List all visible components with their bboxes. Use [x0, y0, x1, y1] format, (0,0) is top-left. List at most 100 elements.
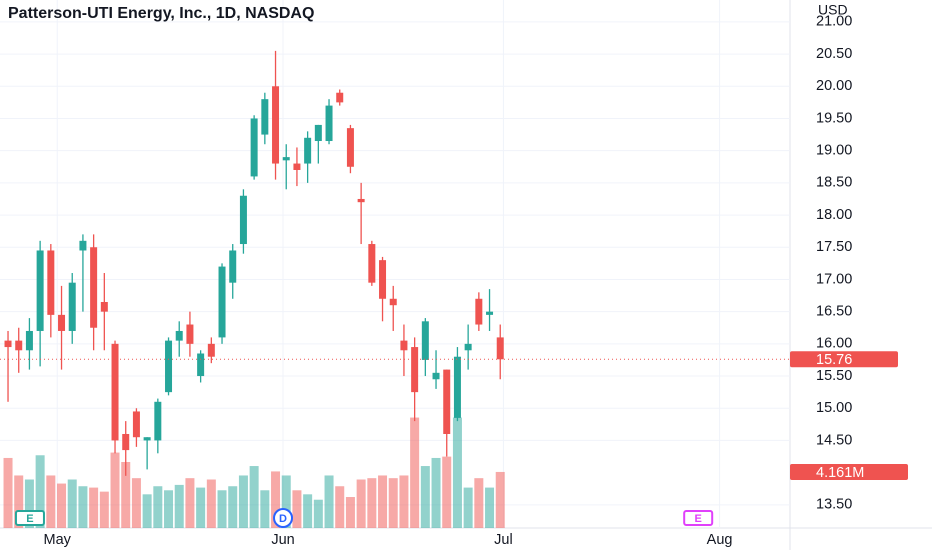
candle-body: [58, 314, 66, 331]
candle-body: [389, 298, 397, 306]
y-tick-label: 20.00: [816, 78, 852, 94]
volume-bar: [67, 479, 77, 528]
candle-body: [282, 157, 290, 161]
volume-bar: [292, 490, 302, 528]
event-label: E: [26, 513, 33, 525]
volume-bar: [485, 487, 495, 528]
volume-bar: [78, 486, 88, 528]
candle-body: [325, 105, 333, 142]
candle-body: [90, 247, 98, 328]
candle-body: [357, 198, 365, 203]
volume-bar: [14, 475, 24, 528]
volume-bar: [399, 475, 409, 528]
volume-bar: [185, 478, 195, 528]
candle-body: [400, 340, 408, 351]
volume-bar: [153, 486, 163, 528]
volume-bar: [260, 490, 270, 528]
candle-body: [486, 311, 494, 315]
volume-bar: [388, 478, 398, 528]
volume-bar: [335, 486, 345, 528]
candle-body: [272, 86, 280, 164]
chart-title: Patterson-UTI Energy, Inc., 1D, NASDAQ: [8, 5, 314, 22]
event-label: E: [695, 513, 702, 525]
volume-layer: [3, 417, 505, 528]
candle-body: [261, 99, 269, 135]
grid: [0, 0, 790, 528]
y-tick-label: 14.50: [816, 432, 852, 448]
candle-body: [464, 343, 472, 351]
volume-bar: [89, 487, 99, 528]
x-tick-label: Aug: [707, 532, 733, 548]
y-tick-label: 17.50: [816, 239, 852, 255]
candle-body: [453, 356, 461, 418]
volume-bar: [164, 490, 174, 528]
candle-body: [122, 433, 130, 451]
volume-bar: [24, 479, 34, 528]
volume-bar: [3, 457, 13, 528]
candle-body: [411, 347, 419, 393]
y-tick-label: 13.50: [816, 497, 852, 513]
event-marker: [14, 510, 45, 526]
y-tick-label: 19.50: [816, 110, 852, 126]
volume-bar: [463, 487, 473, 528]
candle-body: [175, 330, 183, 341]
candle-body: [100, 301, 108, 312]
y-tick-label: 18.00: [816, 207, 852, 223]
volume-bar: [452, 417, 462, 528]
x-tick-label: May: [44, 532, 72, 548]
candle-body: [132, 411, 140, 438]
volume-bar: [142, 494, 152, 528]
x-tick-label: Jul: [494, 532, 513, 548]
candle-body: [154, 401, 162, 441]
candle-body: [47, 250, 55, 315]
candle-body: [496, 337, 504, 360]
y-tick-label: 16.50: [816, 303, 852, 319]
y-tick-label: 16.00: [816, 336, 852, 352]
volume-bar: [131, 478, 141, 528]
currency-label: USD: [818, 2, 848, 18]
volume-bar: [121, 462, 131, 528]
candle-body: [79, 240, 87, 251]
candle-body: [207, 343, 215, 357]
volume-bar: [217, 490, 227, 528]
candle-body: [229, 250, 237, 283]
volume-bar: [99, 491, 109, 528]
candle-body: [165, 340, 173, 393]
volume-bar: [46, 475, 56, 528]
candle-body: [68, 282, 76, 331]
candle-body: [443, 369, 451, 434]
candle-body: [336, 92, 344, 103]
volume-bar: [238, 475, 248, 528]
volume-bar: [249, 466, 259, 528]
y-tick-label: 20.50: [816, 46, 852, 62]
volume-bar: [281, 475, 291, 528]
candle-body: [293, 163, 301, 170]
candle-body: [475, 298, 483, 325]
volume-bar: [495, 471, 505, 528]
candle-body: [421, 321, 429, 360]
candle-body: [239, 195, 247, 245]
last-volume-box: [790, 463, 908, 480]
volume-bar: [474, 478, 484, 528]
y-tick-label: 18.50: [816, 175, 852, 191]
candle-body: [379, 260, 387, 299]
volume-bar: [378, 475, 388, 528]
candle-body: [36, 250, 44, 331]
last-price-box: [790, 351, 898, 368]
candle-body: [143, 437, 151, 441]
volume-bar: [196, 487, 206, 528]
volume-bar: [324, 475, 334, 528]
y-tick-label: 19.00: [816, 143, 852, 159]
volume-bar: [345, 497, 355, 528]
y-tick-label: 17.00: [816, 271, 852, 287]
label-layer: 13.50 14.50 15.00 15.50 16.00 16.50 17.00 17.50…: [0, 14, 908, 548]
volume-bar: [431, 457, 441, 528]
last-volume-label: 4.161M: [816, 465, 864, 481]
candle-body: [15, 340, 23, 351]
candle-body: [304, 137, 312, 164]
event-label: D: [279, 513, 287, 525]
volume-bar: [206, 479, 216, 528]
candle-body: [25, 330, 33, 351]
volume-bar: [174, 484, 184, 528]
